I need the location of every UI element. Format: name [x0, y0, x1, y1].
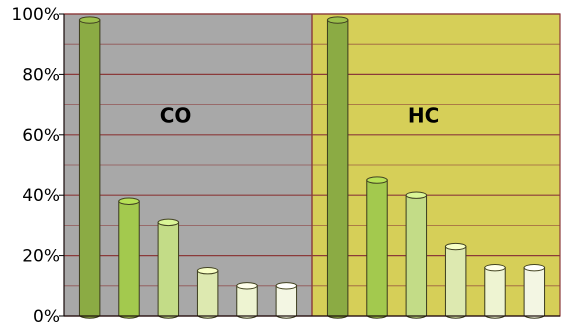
bar-top [444, 242, 467, 251]
y-tick-label: 20% [22, 247, 60, 267]
group-label-co: CO [160, 104, 192, 128]
bar-co-2 [118, 197, 140, 319]
bar-hc-3 [405, 191, 428, 319]
bars [78, 16, 546, 319]
bar-hc-1 [326, 16, 349, 319]
bar-body [275, 285, 298, 319]
bar-body [236, 285, 258, 319]
bar-body [78, 19, 101, 319]
bar-body [118, 200, 140, 319]
bar-top [275, 282, 298, 290]
bar-body [196, 270, 219, 319]
bar-top [118, 197, 140, 205]
y-tick-label: 60% [22, 126, 60, 146]
bar-hc-5 [484, 263, 506, 319]
bar-body [366, 179, 388, 319]
labels: 0% 20% 40% 60% 80% 100% CO HC [11, 5, 439, 323]
y-tick-label: 80% [22, 65, 60, 85]
bar-top [523, 263, 546, 272]
bar-top [326, 16, 349, 24]
bar-top [157, 218, 180, 227]
bar-co-5 [236, 282, 258, 319]
bar-body [326, 19, 349, 319]
bar-hc-6 [523, 263, 546, 319]
bar-body [523, 267, 546, 319]
bar-top [196, 267, 219, 275]
y-tick-label: 0% [33, 307, 60, 323]
bar-co-4 [196, 267, 219, 319]
bar-hc-2 [366, 176, 388, 319]
y-tick-label: 40% [22, 186, 60, 206]
plot-frame [63, 13, 561, 317]
bar-top [236, 282, 258, 290]
bar-body [157, 221, 180, 319]
y-tick-label: 100% [11, 5, 60, 25]
bar-body [444, 246, 467, 319]
bar-top [78, 16, 101, 24]
bar-top [366, 176, 388, 184]
bar-body [405, 194, 428, 319]
group-label-hc: HC [408, 104, 439, 128]
bar-co-1 [78, 16, 101, 319]
bar-top [405, 191, 428, 199]
bar-co-3 [157, 218, 180, 319]
bar-co-6 [275, 282, 298, 319]
bar-hc-4 [444, 242, 467, 319]
bar-top [484, 263, 506, 272]
bar-body [484, 267, 506, 319]
